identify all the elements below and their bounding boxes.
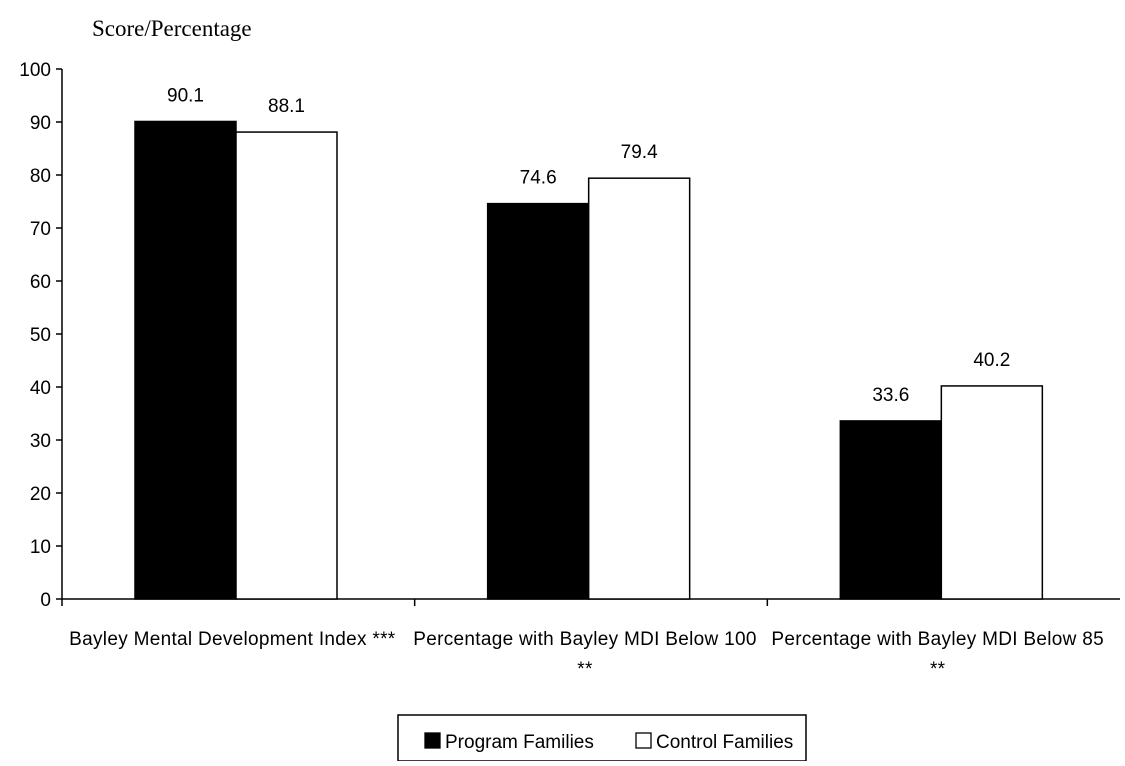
legend-box [397, 714, 807, 762]
category-label: Bayley Mental Development Index *** [69, 629, 396, 650]
data-label: 40.2 [973, 350, 1010, 371]
y-tick-label: 70 [30, 219, 51, 240]
y-tick-label: 20 [30, 484, 51, 505]
category-label: ** [577, 659, 593, 680]
legend: Program Families Control Families [397, 714, 807, 762]
bar-program-families [134, 120, 237, 600]
category-label: Percentage with Bayley MDI Below 85 [771, 629, 1104, 650]
data-label: 88.1 [268, 96, 305, 117]
bar-program-families [839, 420, 943, 600]
legend-swatch-control [635, 732, 652, 749]
y-tick-label: 30 [30, 431, 51, 452]
data-labels: 90.1 74.6 33.6 88.1 79.4 40.2 [167, 85, 1010, 405]
legend-swatch-program [424, 732, 441, 749]
bar-program-families [486, 202, 590, 600]
y-tick-label: 0 [40, 590, 51, 611]
bar-control-families [940, 385, 1044, 600]
category-label: ** [930, 659, 946, 680]
legend-label: Control Families [656, 732, 793, 753]
bars [134, 120, 1044, 600]
y-tick-label: 90 [30, 113, 51, 134]
y-tick-label: 60 [30, 272, 51, 293]
bar-control-families [587, 177, 691, 600]
data-label: 33.6 [872, 385, 909, 406]
y-tick-label: 50 [30, 325, 51, 346]
data-label: 79.4 [621, 142, 658, 163]
y-tick-label: 100 [19, 60, 51, 81]
legend-label: Program Families [445, 732, 594, 753]
y-tick-label: 80 [30, 166, 51, 187]
bar-control-families [235, 131, 338, 600]
category-label: Percentage with Bayley MDI Below 100 [413, 629, 756, 650]
data-label: 74.6 [520, 168, 557, 189]
x-axis-labels: Bayley Mental Development Index *** Perce… [69, 629, 1104, 680]
data-label: 90.1 [167, 85, 204, 106]
y-tick-label: 40 [30, 378, 51, 399]
y-axis-title: Score/Percentage [92, 16, 252, 41]
y-tick-label: 10 [30, 537, 51, 558]
